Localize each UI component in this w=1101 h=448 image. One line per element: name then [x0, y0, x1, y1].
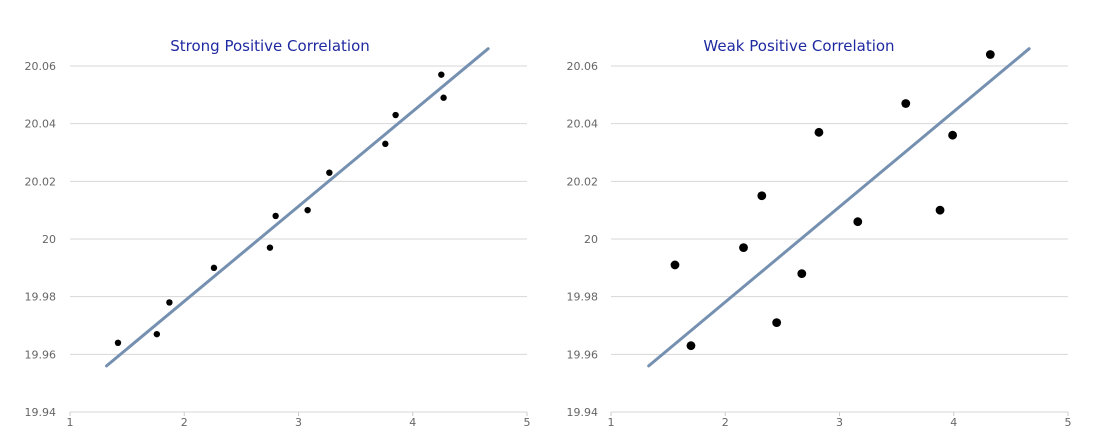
data-point: [438, 71, 445, 78]
x-tick-label: 1: [608, 416, 615, 429]
y-axis-ticks: 19.94 19.96 19.98 20 20.02 20.04 20.06: [25, 60, 57, 419]
data-point: [739, 243, 748, 253]
points-layer: [670, 50, 995, 351]
y-tick-label: 19.98: [567, 291, 599, 304]
data-point: [210, 264, 218, 272]
data-point: [392, 111, 399, 119]
y-tick-label: 20.02: [567, 175, 599, 188]
chart-panel-strong: Strong Positive Correlation 19.9419.9619…: [25, 37, 531, 429]
x-tick-label: 4: [409, 416, 416, 429]
x-tick-label: 4: [950, 416, 957, 429]
data-point: [153, 330, 161, 338]
x-tick-label: 5: [1065, 416, 1072, 429]
data-point: [440, 94, 447, 101]
x-axis-ticks: 1 2 3 4 5: [67, 412, 531, 429]
y-tick-label: 20.02: [25, 175, 57, 188]
y-tick-label: 19.98: [25, 291, 57, 304]
data-point: [272, 212, 279, 220]
data-point: [304, 206, 311, 214]
y-tick-label: 20: [42, 233, 56, 246]
data-point: [686, 341, 696, 351]
x-tick-label: 1: [67, 416, 74, 429]
y-axis-ticks: 19.94 19.96 19.98 20 20.02 20.04 20.06: [567, 60, 599, 419]
y-tick-label: 19.96: [567, 348, 599, 361]
data-point: [853, 217, 863, 227]
data-point: [901, 99, 911, 108]
data-point: [797, 269, 807, 278]
trendline-layer: [647, 47, 1031, 368]
trendline-layer: [105, 47, 490, 368]
chart-panel-weak: Weak Positive Correlation 19.9419.9619.9…: [567, 37, 1072, 429]
y-grid: [611, 65, 1068, 413]
y-tick-label: 19.94: [567, 406, 599, 419]
y-tick-label: 20.04: [567, 118, 599, 131]
y-tick-label: 20.04: [25, 118, 57, 131]
data-point: [114, 339, 122, 346]
data-point: [382, 140, 389, 148]
data-point: [814, 127, 824, 137]
x-tick-label: 2: [181, 416, 188, 429]
y-tick-label: 19.94: [25, 406, 57, 419]
y-tick-label: 20.06: [567, 60, 599, 73]
data-point: [757, 191, 767, 201]
trendline: [105, 47, 490, 368]
data-point: [935, 205, 945, 215]
chart-title: Strong Positive Correlation: [170, 37, 370, 55]
y-tick-label: 19.96: [25, 348, 57, 361]
data-point: [670, 260, 680, 270]
x-tick-label: 2: [722, 416, 729, 429]
x-tick-label: 3: [836, 416, 843, 429]
points-layer: [114, 71, 447, 346]
data-point: [948, 130, 958, 140]
data-point: [772, 318, 782, 328]
y-tick-label: 20: [584, 233, 598, 246]
data-point: [266, 244, 274, 251]
data-point: [326, 169, 333, 176]
y-tick-label: 20.06: [25, 60, 57, 73]
chart-title: Weak Positive Correlation: [703, 37, 894, 55]
x-axis-ticks: 1 2 3 4 5: [608, 412, 1072, 429]
data-point: [985, 50, 995, 59]
x-tick-label: 3: [295, 416, 302, 429]
data-point: [166, 299, 173, 306]
y-grid: [70, 65, 527, 413]
x-tick-label: 5: [524, 416, 531, 429]
trendline: [647, 47, 1031, 368]
